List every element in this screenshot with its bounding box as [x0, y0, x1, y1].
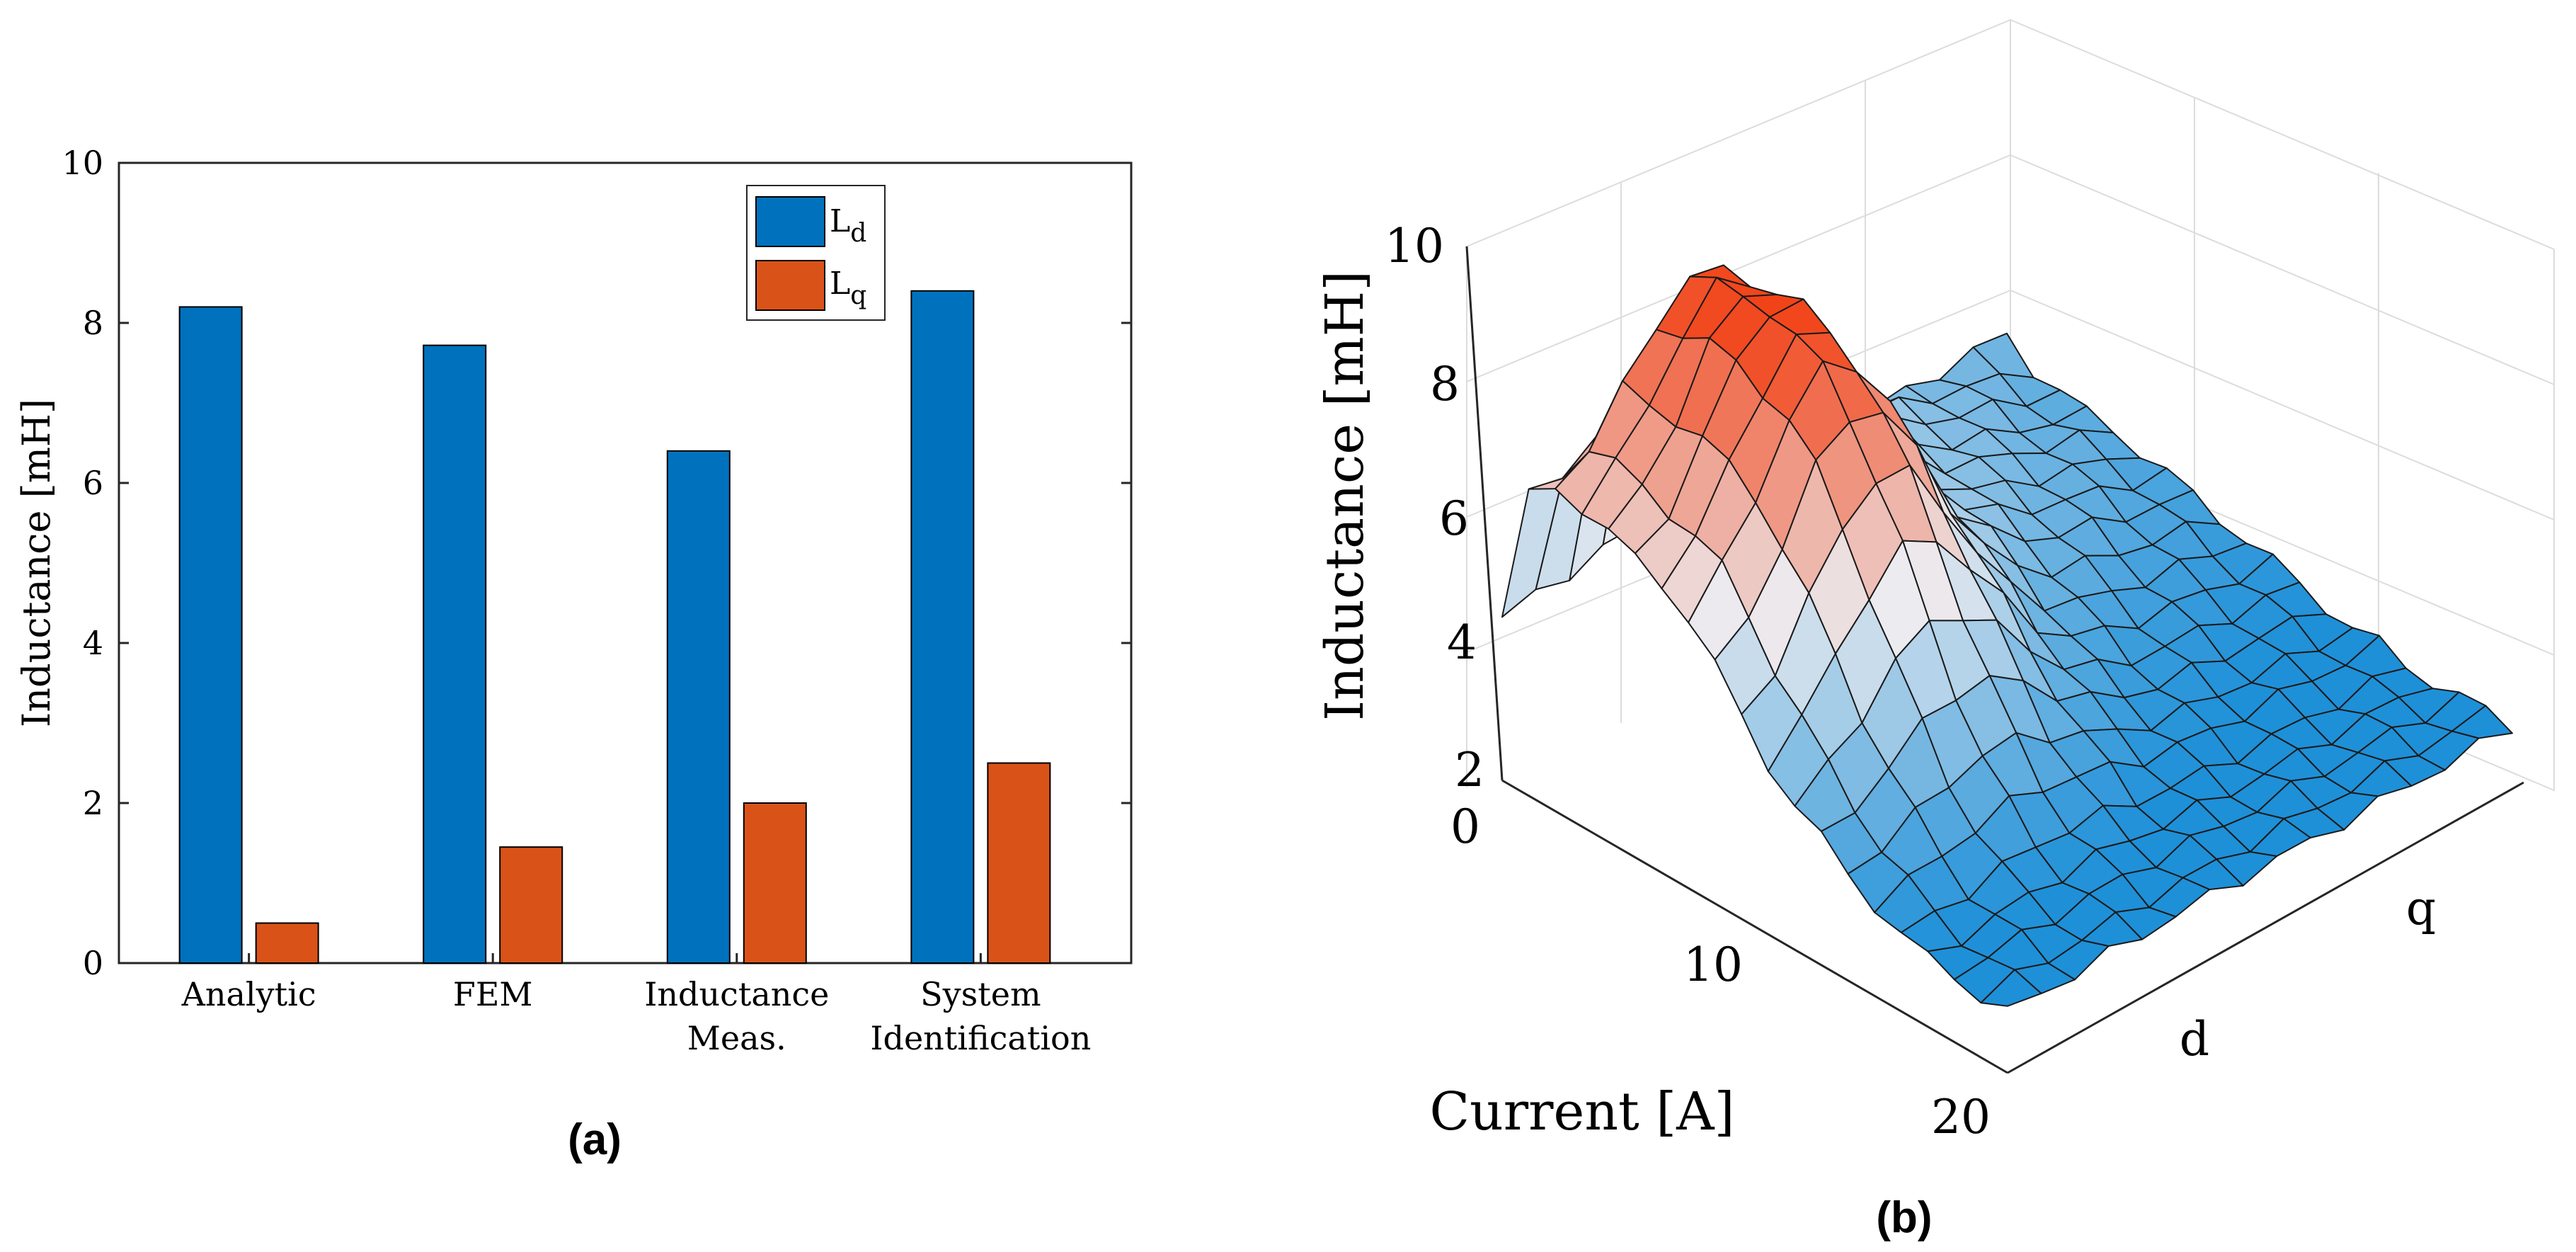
back-wall-top-edge: [2010, 19, 2555, 250]
legend: Ld Lq: [746, 185, 886, 321]
bar-q-3: [987, 762, 1051, 964]
bar-d-1: [423, 344, 487, 964]
legend-label-lq: Lq: [830, 266, 866, 310]
x-tick-label: Inductance: [644, 975, 829, 1013]
x-tick: 0: [1450, 799, 1480, 854]
inductance-surface: [1501, 264, 2513, 1007]
dq-axis-ticks: d q: [2180, 881, 2436, 1066]
z-tick: 4: [1447, 615, 1477, 670]
bar-q-0: [255, 922, 319, 964]
legend-label-ld: Ld: [830, 203, 866, 248]
x-tick-label: System: [920, 975, 1041, 1013]
legend-swatch-ld: [755, 196, 825, 247]
bar-chart-panel: 0 2 4 6 8 10 Analytic FEM Inductance Meas. System…: [14, 144, 1133, 1164]
current-axis-line: [1501, 779, 2008, 1074]
y-tick-label: 6: [83, 464, 103, 502]
y-axis-label: Inductance [mH]: [14, 399, 59, 727]
bar-q-1: [499, 846, 563, 964]
grid-z4-right: [2010, 154, 2555, 385]
y-axis: 0 2 4 6 8 10: [62, 144, 1131, 982]
bar-plot-area: [118, 161, 1133, 964]
z-tick: 2: [1455, 743, 1484, 797]
grid-z6-right: [2010, 290, 2555, 520]
bar-q-2: [743, 802, 807, 964]
d-tick: d: [2180, 1012, 2209, 1066]
x-tick: 10: [1683, 938, 1743, 992]
bars: [178, 290, 1051, 964]
y-tick-label: 4: [83, 624, 103, 662]
x-tick-label-line2: Meas.: [687, 1019, 786, 1057]
current-axis-label: Current [A]: [1430, 1081, 1735, 1142]
z-tick: 6: [1439, 491, 1469, 546]
panel-label-b: (b): [1876, 1193, 1932, 1242]
bar-d-2: [666, 450, 731, 964]
dq-axis-line: [2007, 781, 2524, 1074]
surface-chart-panel: 10 8 6 4 2 0 10 20 d q Inductance [mH] C…: [1315, 18, 2555, 1242]
y-tick-label: 8: [83, 304, 103, 342]
current-axis-ticks: 0 10 20: [1450, 799, 1991, 1144]
box-axes: [1465, 246, 2524, 1074]
surface-patch: [1980, 969, 2042, 1007]
x-axis: Analytic FEM Inductance Meas. System Identifi…: [181, 953, 1091, 1057]
y-tick-label: 0: [83, 944, 103, 982]
z-axis-ticks: 10 8 6 4 2: [1385, 219, 1484, 797]
grid-z4-left: [1466, 154, 2011, 382]
x-tick-label-line2: Identification: [870, 1019, 1091, 1057]
y-tick-label: 10: [62, 144, 103, 182]
z-axis-label: Inductance [mH]: [1315, 271, 1375, 721]
bar-d-3: [910, 290, 975, 964]
bar-d-0: [178, 306, 243, 964]
q-tick: q: [2406, 881, 2436, 935]
z-tick: 8: [1430, 357, 1460, 411]
legend-swatch-lq: [755, 260, 825, 311]
x-tick-label: Analytic: [181, 975, 316, 1013]
panel-label-a: (a): [568, 1115, 622, 1164]
x-tick-label: FEM: [453, 975, 533, 1013]
z-axis-line: [1465, 246, 1504, 781]
z-tick: 10: [1385, 219, 1444, 273]
y-tick-label: 2: [83, 784, 103, 822]
x-tick: 20: [1931, 1090, 1991, 1144]
